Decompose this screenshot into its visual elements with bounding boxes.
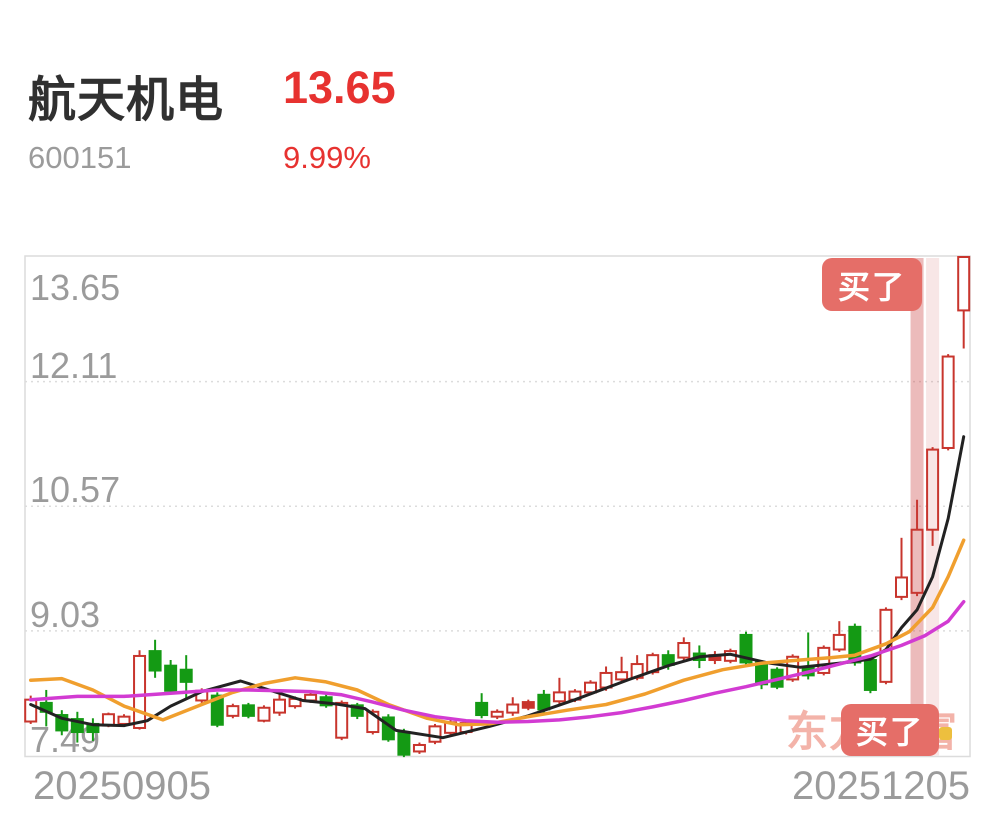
candle-body <box>941 355 955 449</box>
buy-badge-bottom[interactable]: 买了 <box>841 704 939 756</box>
candle-body <box>366 710 380 734</box>
y-axis-label: 10.57 <box>30 469 121 511</box>
candle-body <box>506 703 520 714</box>
candle-body <box>350 704 364 717</box>
candle-body <box>412 743 426 753</box>
candle-body <box>273 698 286 714</box>
candle-body <box>70 718 84 734</box>
buy-highlight-band <box>910 258 924 756</box>
ma-long-magenta <box>28 599 966 725</box>
candle-body <box>117 715 131 725</box>
stock-change-percent: 9.99% <box>283 140 371 175</box>
x-axis-label-start: 20250905 <box>33 764 211 808</box>
candle-body <box>677 642 691 659</box>
candle-body <box>475 701 489 717</box>
candle-body <box>24 698 38 723</box>
candle-body <box>490 710 504 718</box>
candle-body <box>55 714 69 732</box>
stock-code: 600151 <box>28 140 132 175</box>
candle-body <box>957 256 971 312</box>
buy-highlight-band <box>926 258 940 756</box>
candle-body <box>210 694 224 726</box>
watermark-gold-accent <box>939 727 952 740</box>
candle-body <box>397 731 411 756</box>
stock-name: 航天机电 <box>28 74 225 127</box>
candle-body <box>739 633 753 664</box>
candle-body <box>817 646 831 674</box>
candle-body <box>832 633 846 651</box>
candle-body <box>910 528 924 594</box>
candle-body <box>148 650 162 672</box>
candle-body <box>335 701 349 739</box>
y-axis-label: 12.11 <box>30 344 118 386</box>
y-axis-label: 9.03 <box>30 593 101 635</box>
candle-body <box>133 654 147 729</box>
candle-body <box>863 659 877 691</box>
stock-price: 13.65 <box>283 62 396 113</box>
candle-body <box>257 706 271 722</box>
candle-body <box>179 668 193 683</box>
candle-body <box>164 664 178 692</box>
candle-body <box>537 693 551 711</box>
x-axis-label-end: 20251205 <box>792 764 970 808</box>
buy-badge-top[interactable]: 买了 <box>822 258 922 311</box>
candle-body <box>428 725 442 743</box>
candle-body <box>926 448 940 531</box>
candle-body <box>615 671 629 681</box>
candle-body <box>521 701 535 709</box>
y-axis-label: 13.65 <box>30 267 121 308</box>
candle-body <box>552 691 566 703</box>
candle-body <box>241 704 255 717</box>
candle-body <box>226 705 240 717</box>
candle-body <box>895 576 908 598</box>
